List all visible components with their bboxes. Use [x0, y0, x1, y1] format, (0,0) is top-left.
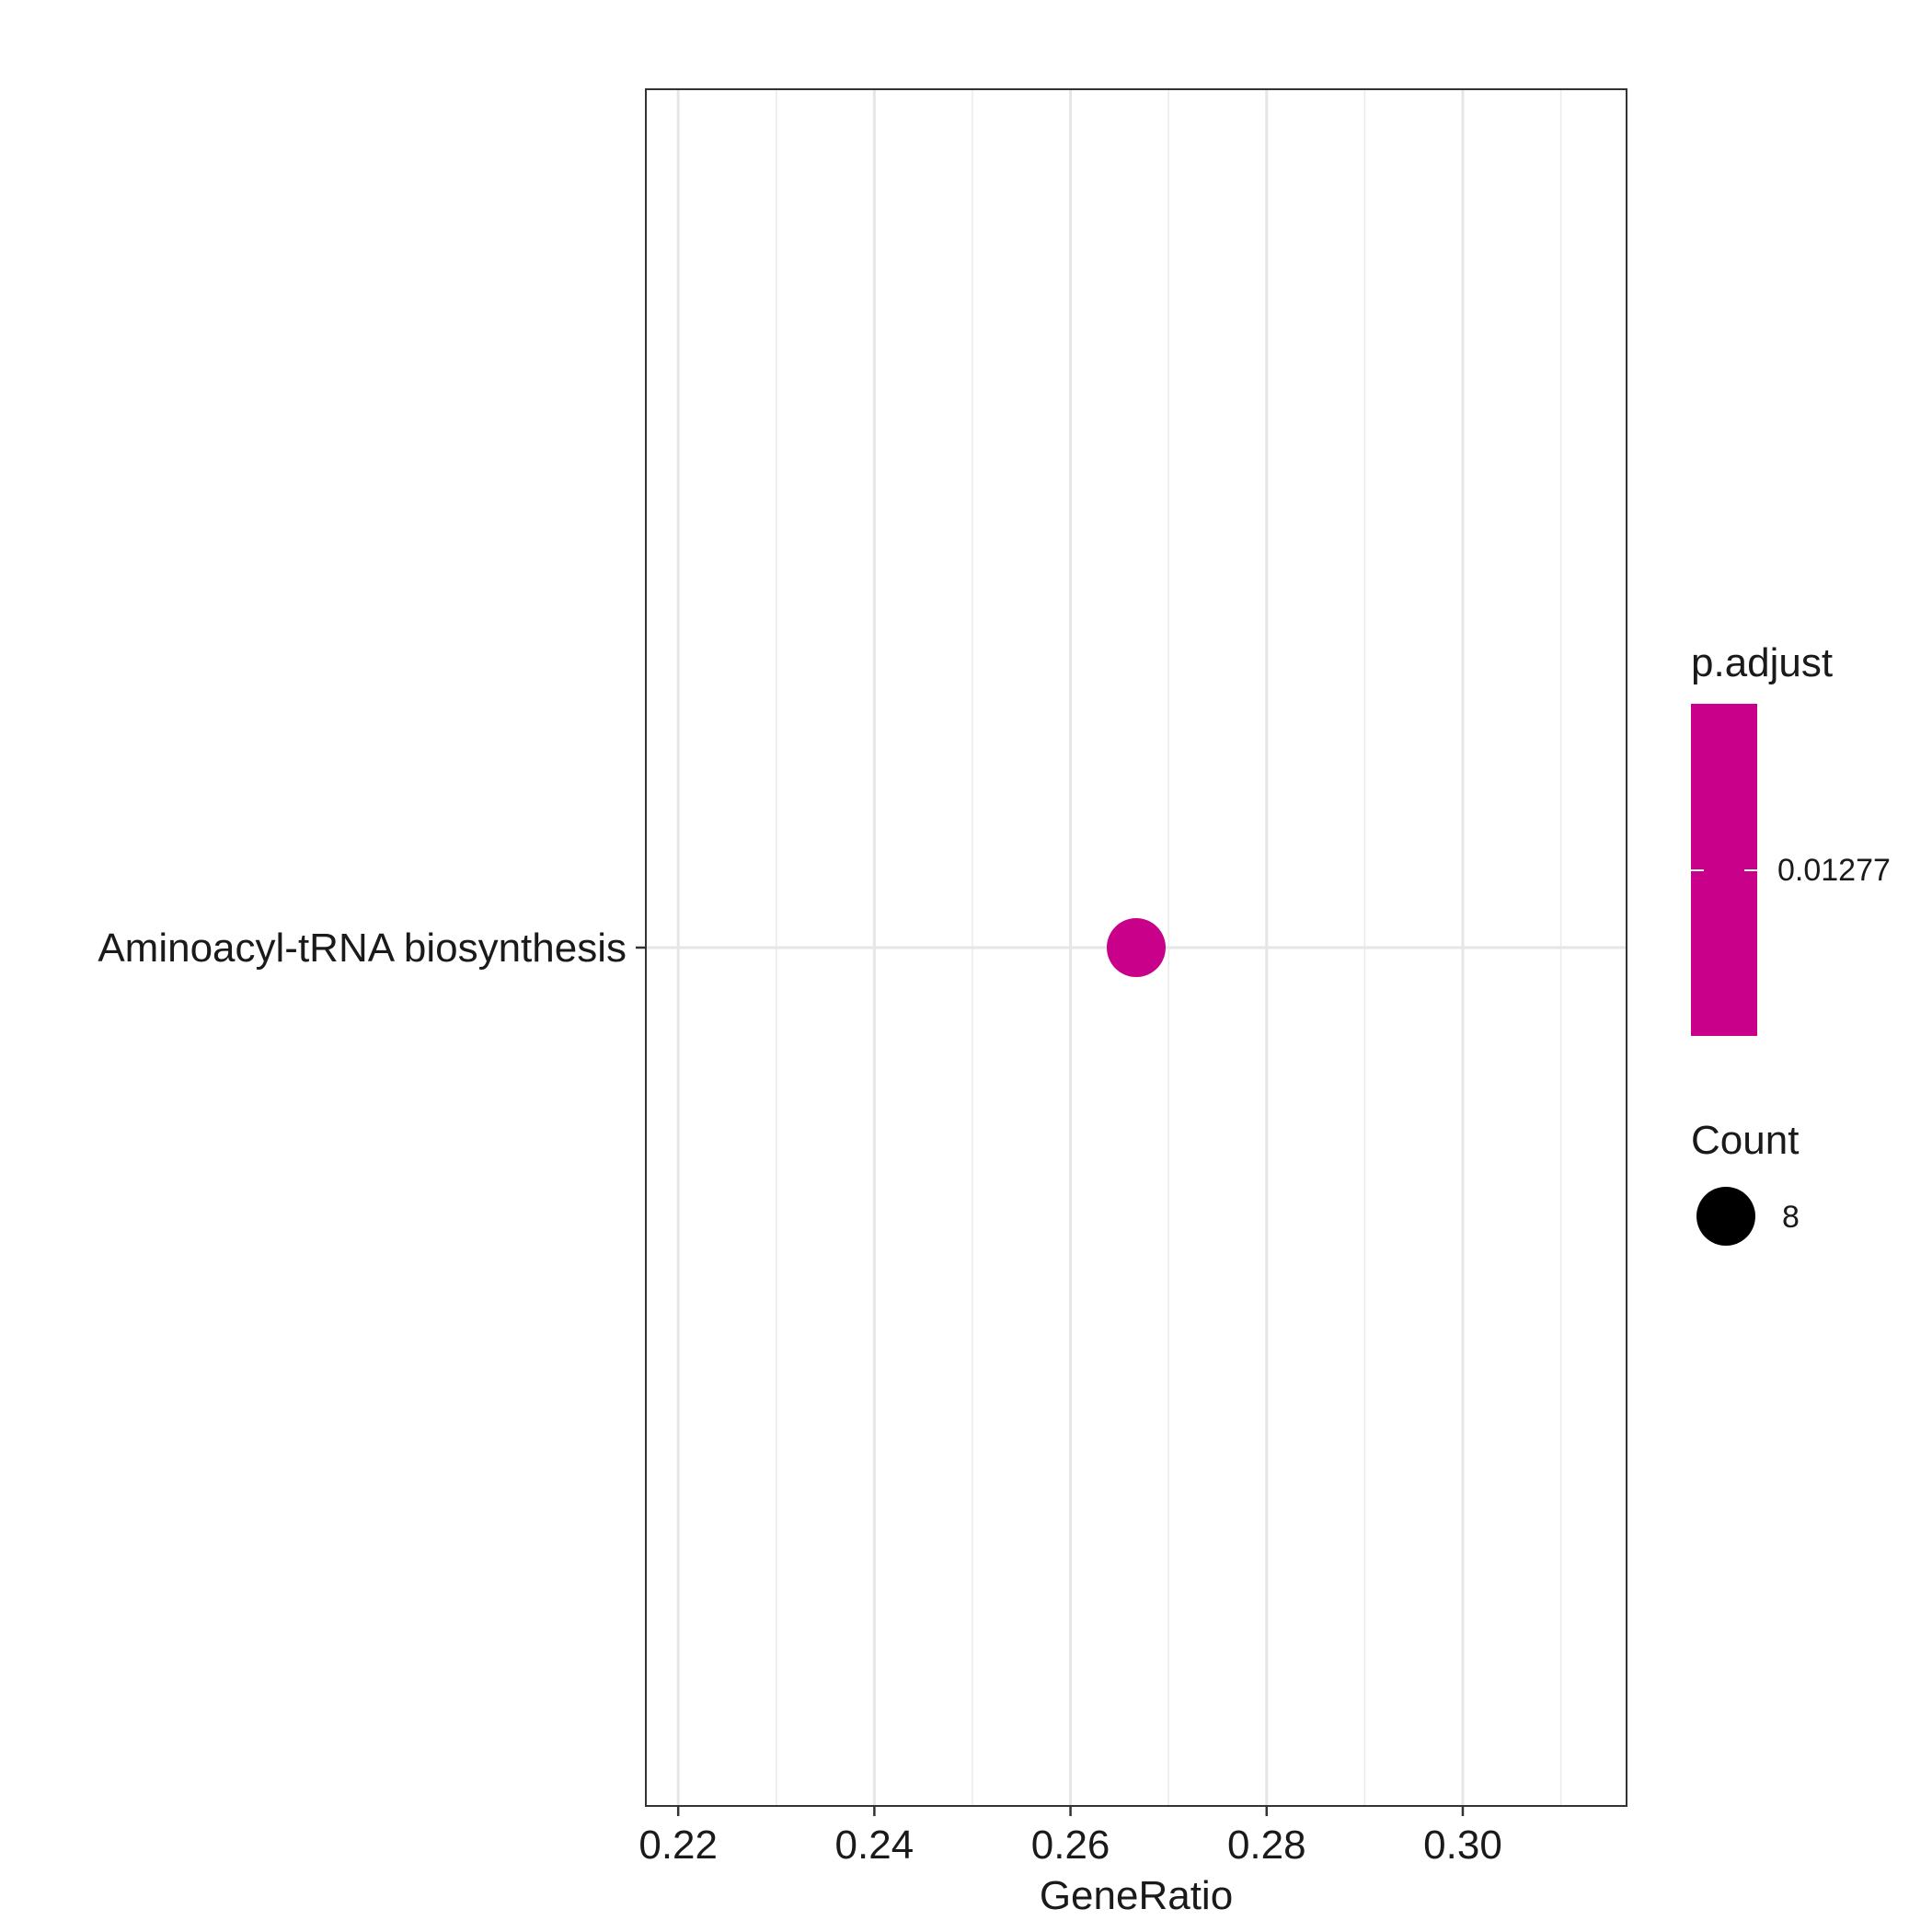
size-legend-title: Count	[1691, 1118, 1799, 1163]
data-points	[1107, 918, 1166, 977]
y-axis: Aminoacyl-tRNA biosynthesis	[98, 926, 646, 971]
x-axis-title: GeneRatio	[1040, 1873, 1233, 1918]
color-legend: p.adjust 0.01277	[1691, 640, 1891, 1036]
y-tick-label: Aminoacyl-tRNA biosynthesis	[98, 926, 627, 971]
color-legend-title: p.adjust	[1691, 640, 1833, 685]
size-legend-key	[1696, 1187, 1755, 1246]
x-tick-label: 0.22	[638, 1823, 718, 1868]
color-legend-label: 0.01277	[1777, 853, 1891, 888]
size-legend-label: 8	[1782, 1200, 1800, 1235]
x-tick-label: 0.26	[1031, 1823, 1110, 1868]
x-tick-label: 0.24	[835, 1823, 914, 1868]
x-axis: 0.22 0.24 0.26 0.28 0.30	[638, 1806, 1502, 1868]
size-legend: Count 8	[1691, 1118, 1800, 1246]
x-tick-label: 0.28	[1227, 1823, 1306, 1868]
x-tick-label: 0.30	[1423, 1823, 1502, 1868]
data-point	[1107, 918, 1166, 977]
